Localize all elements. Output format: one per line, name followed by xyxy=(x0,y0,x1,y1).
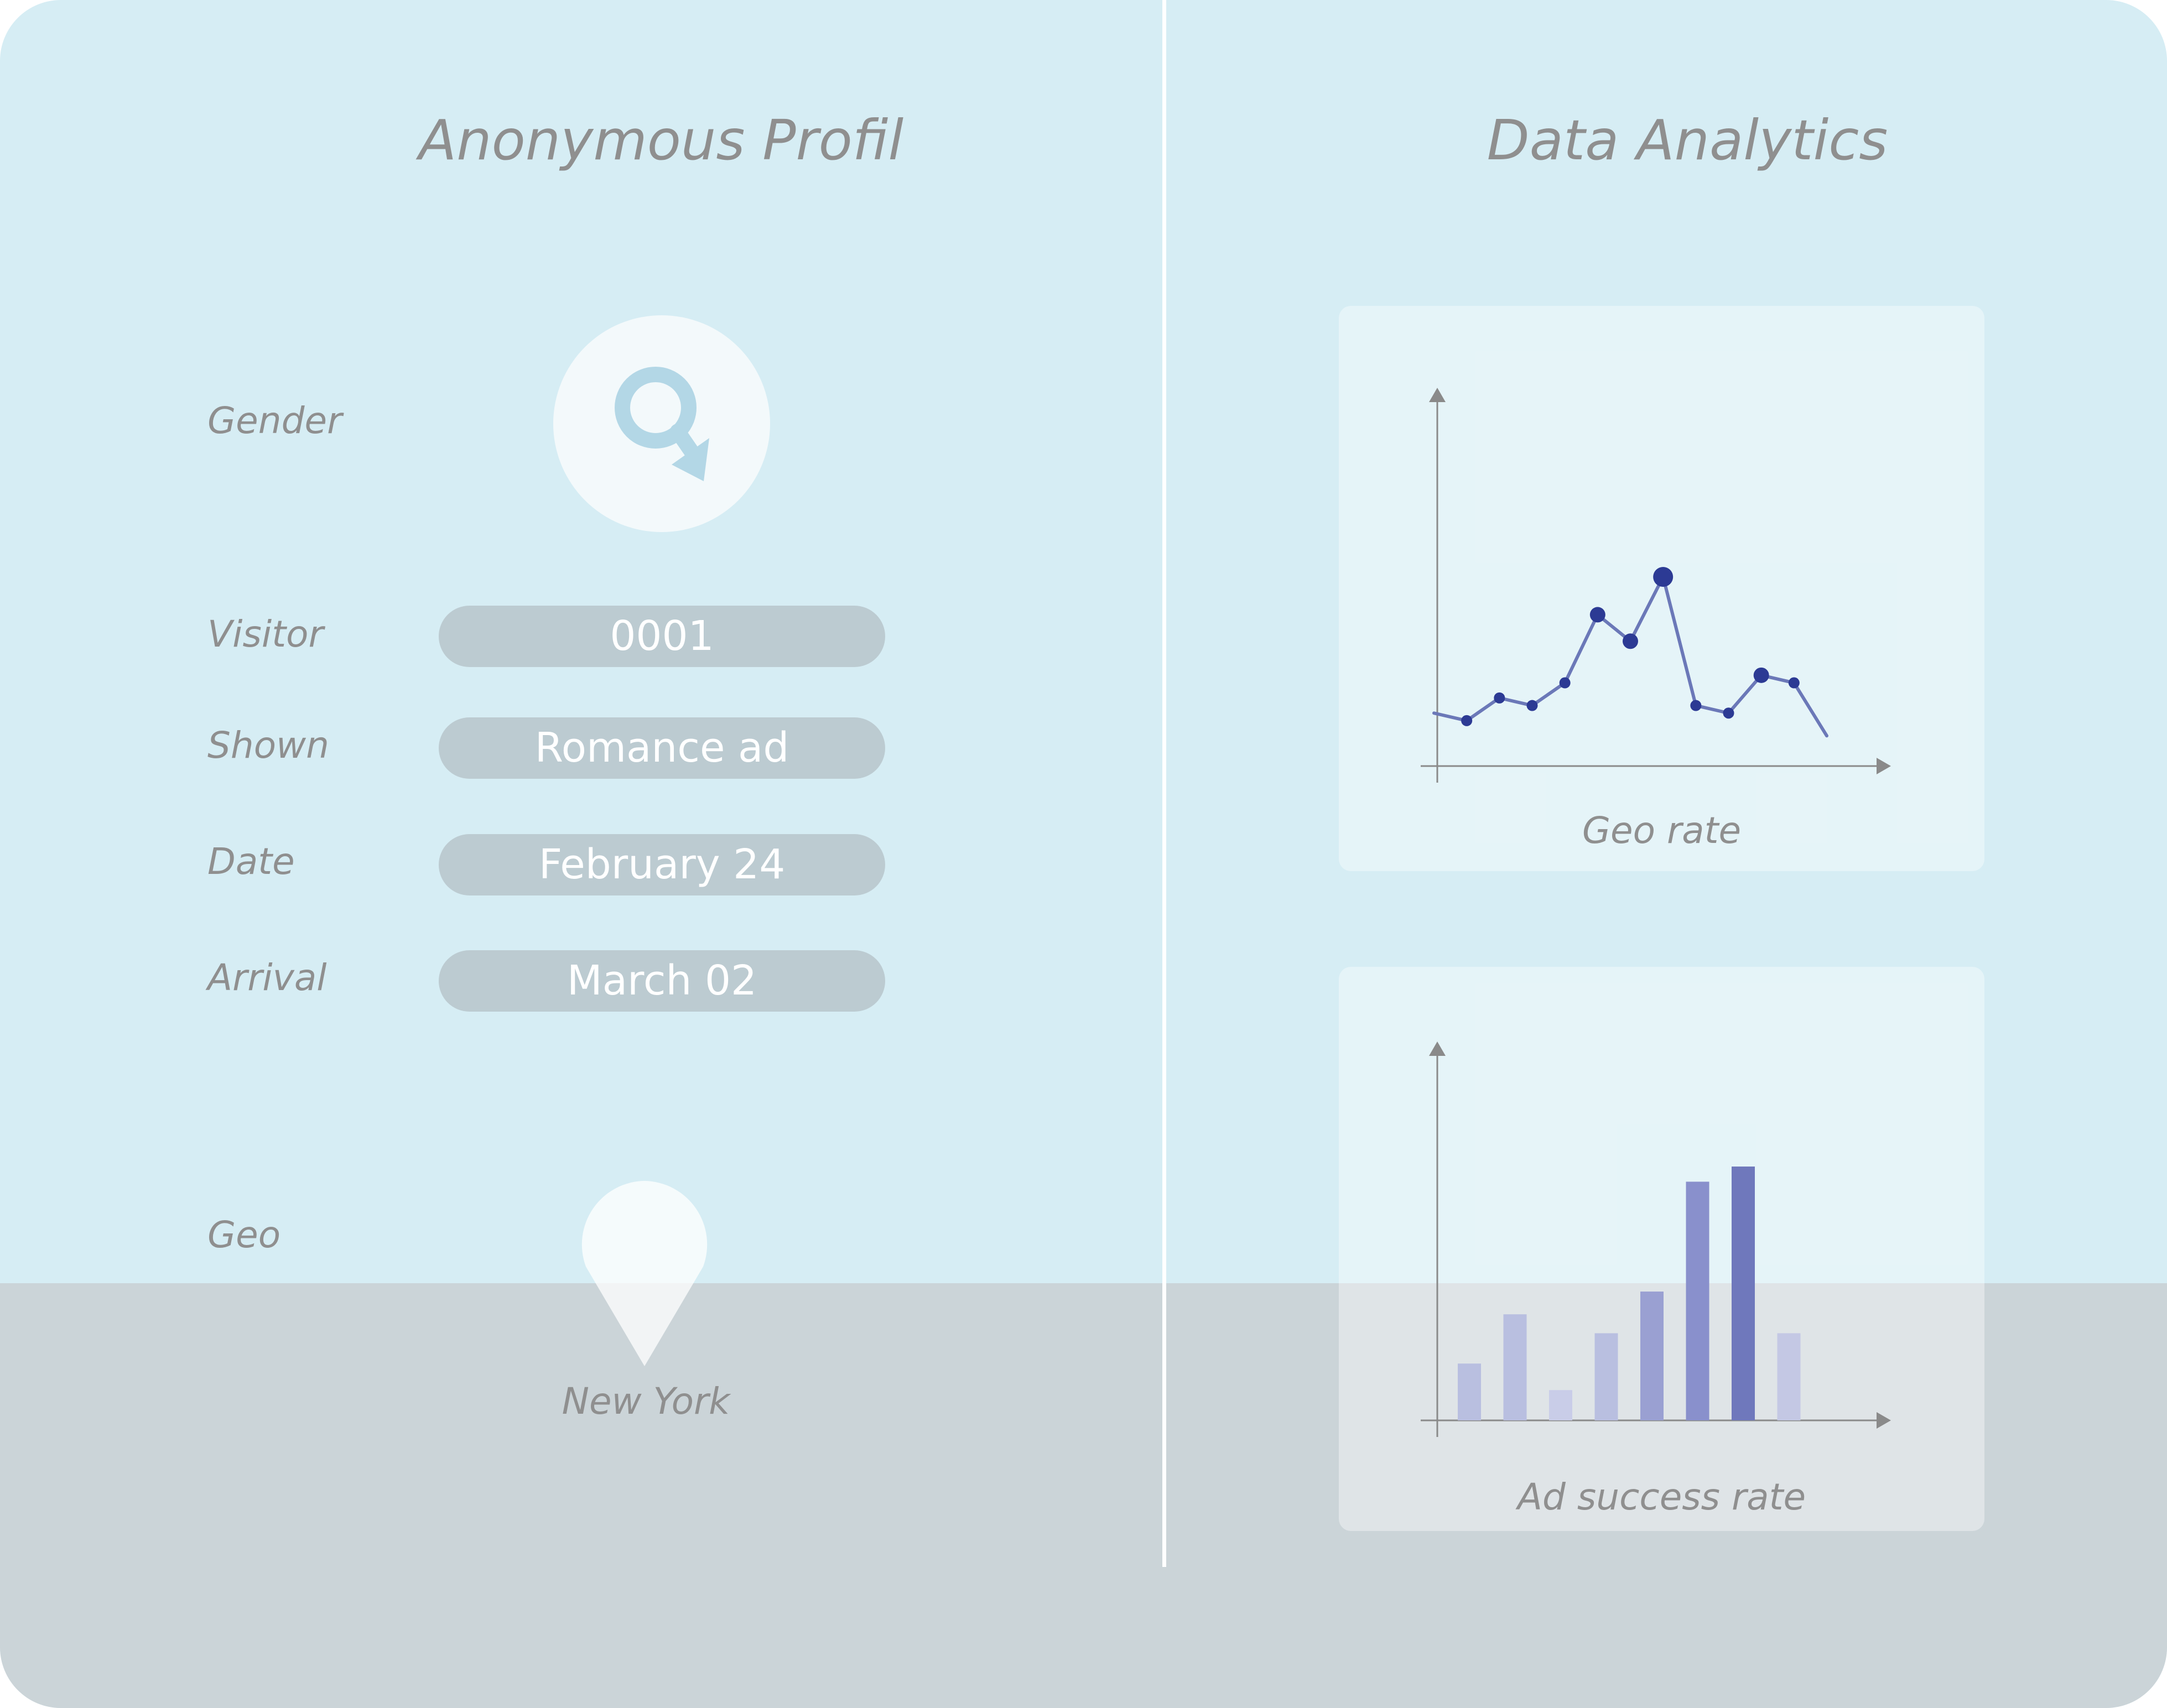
geo-rate-point xyxy=(1589,607,1605,623)
geo-rate-point xyxy=(1494,692,1505,704)
profile-title: Anonymous Profil xyxy=(418,108,904,173)
geo-rate-point xyxy=(1526,700,1538,711)
ad-success-bar xyxy=(1686,1181,1709,1420)
geo-rate-point xyxy=(1753,667,1769,683)
geo-rate-point xyxy=(1623,633,1638,649)
geo-rate-point xyxy=(1723,707,1734,719)
male-symbol-icon xyxy=(615,367,709,481)
geo-label: Geo xyxy=(207,1214,281,1256)
y-axis-arrow xyxy=(1429,1042,1446,1056)
ad-success-bar xyxy=(1458,1363,1481,1420)
ad-success-label: Ad success rate xyxy=(1517,1476,1806,1518)
ad-success-card: Ad success rate xyxy=(1339,967,1984,1531)
location-pin-icon xyxy=(581,1181,708,1366)
geo-rate-chart xyxy=(1421,388,1891,783)
x-axis-arrow xyxy=(1877,1412,1891,1429)
ad-success-bar xyxy=(1594,1333,1618,1420)
geo-rate-series-line xyxy=(1432,575,1828,738)
arrival-label: Arrival xyxy=(207,956,327,999)
visitor-label: Visitor xyxy=(207,613,324,655)
geo-rate-label: Geo rate xyxy=(1582,809,1742,852)
ad-success-bar xyxy=(1732,1167,1755,1420)
ad-success-bar xyxy=(1640,1292,1664,1420)
analytics-title: Data Analytics xyxy=(1487,108,1888,173)
x-axis-arrow xyxy=(1877,758,1891,774)
geo-rate-point xyxy=(1653,567,1674,587)
geo-rate-point xyxy=(1788,677,1800,689)
gender-avatar xyxy=(553,315,770,532)
shown-value: Romance ad xyxy=(439,717,885,779)
bottom-band xyxy=(0,1283,2167,1708)
y-axis-arrow xyxy=(1429,388,1446,402)
geo-rate-point xyxy=(1461,715,1473,726)
geo-value: New York xyxy=(562,1380,730,1423)
visitor-value: 0001 xyxy=(439,606,885,667)
geo-rate-card: Geo rate xyxy=(1339,306,1984,871)
date-value: February 24 xyxy=(439,834,885,895)
ad-success-bar xyxy=(1777,1333,1801,1420)
ad-success-bar xyxy=(1503,1314,1527,1420)
geo-rate-point xyxy=(1690,700,1702,711)
arrival-value: March 02 xyxy=(439,950,885,1012)
ad-success-chart xyxy=(1421,1042,1891,1437)
date-label: Date xyxy=(207,840,295,883)
ad-success-bar xyxy=(1549,1390,1572,1420)
gender-label: Gender xyxy=(207,399,342,442)
shown-label: Shown xyxy=(207,724,329,767)
panel-divider xyxy=(1162,0,1166,1567)
geo-rate-point xyxy=(1559,677,1571,689)
